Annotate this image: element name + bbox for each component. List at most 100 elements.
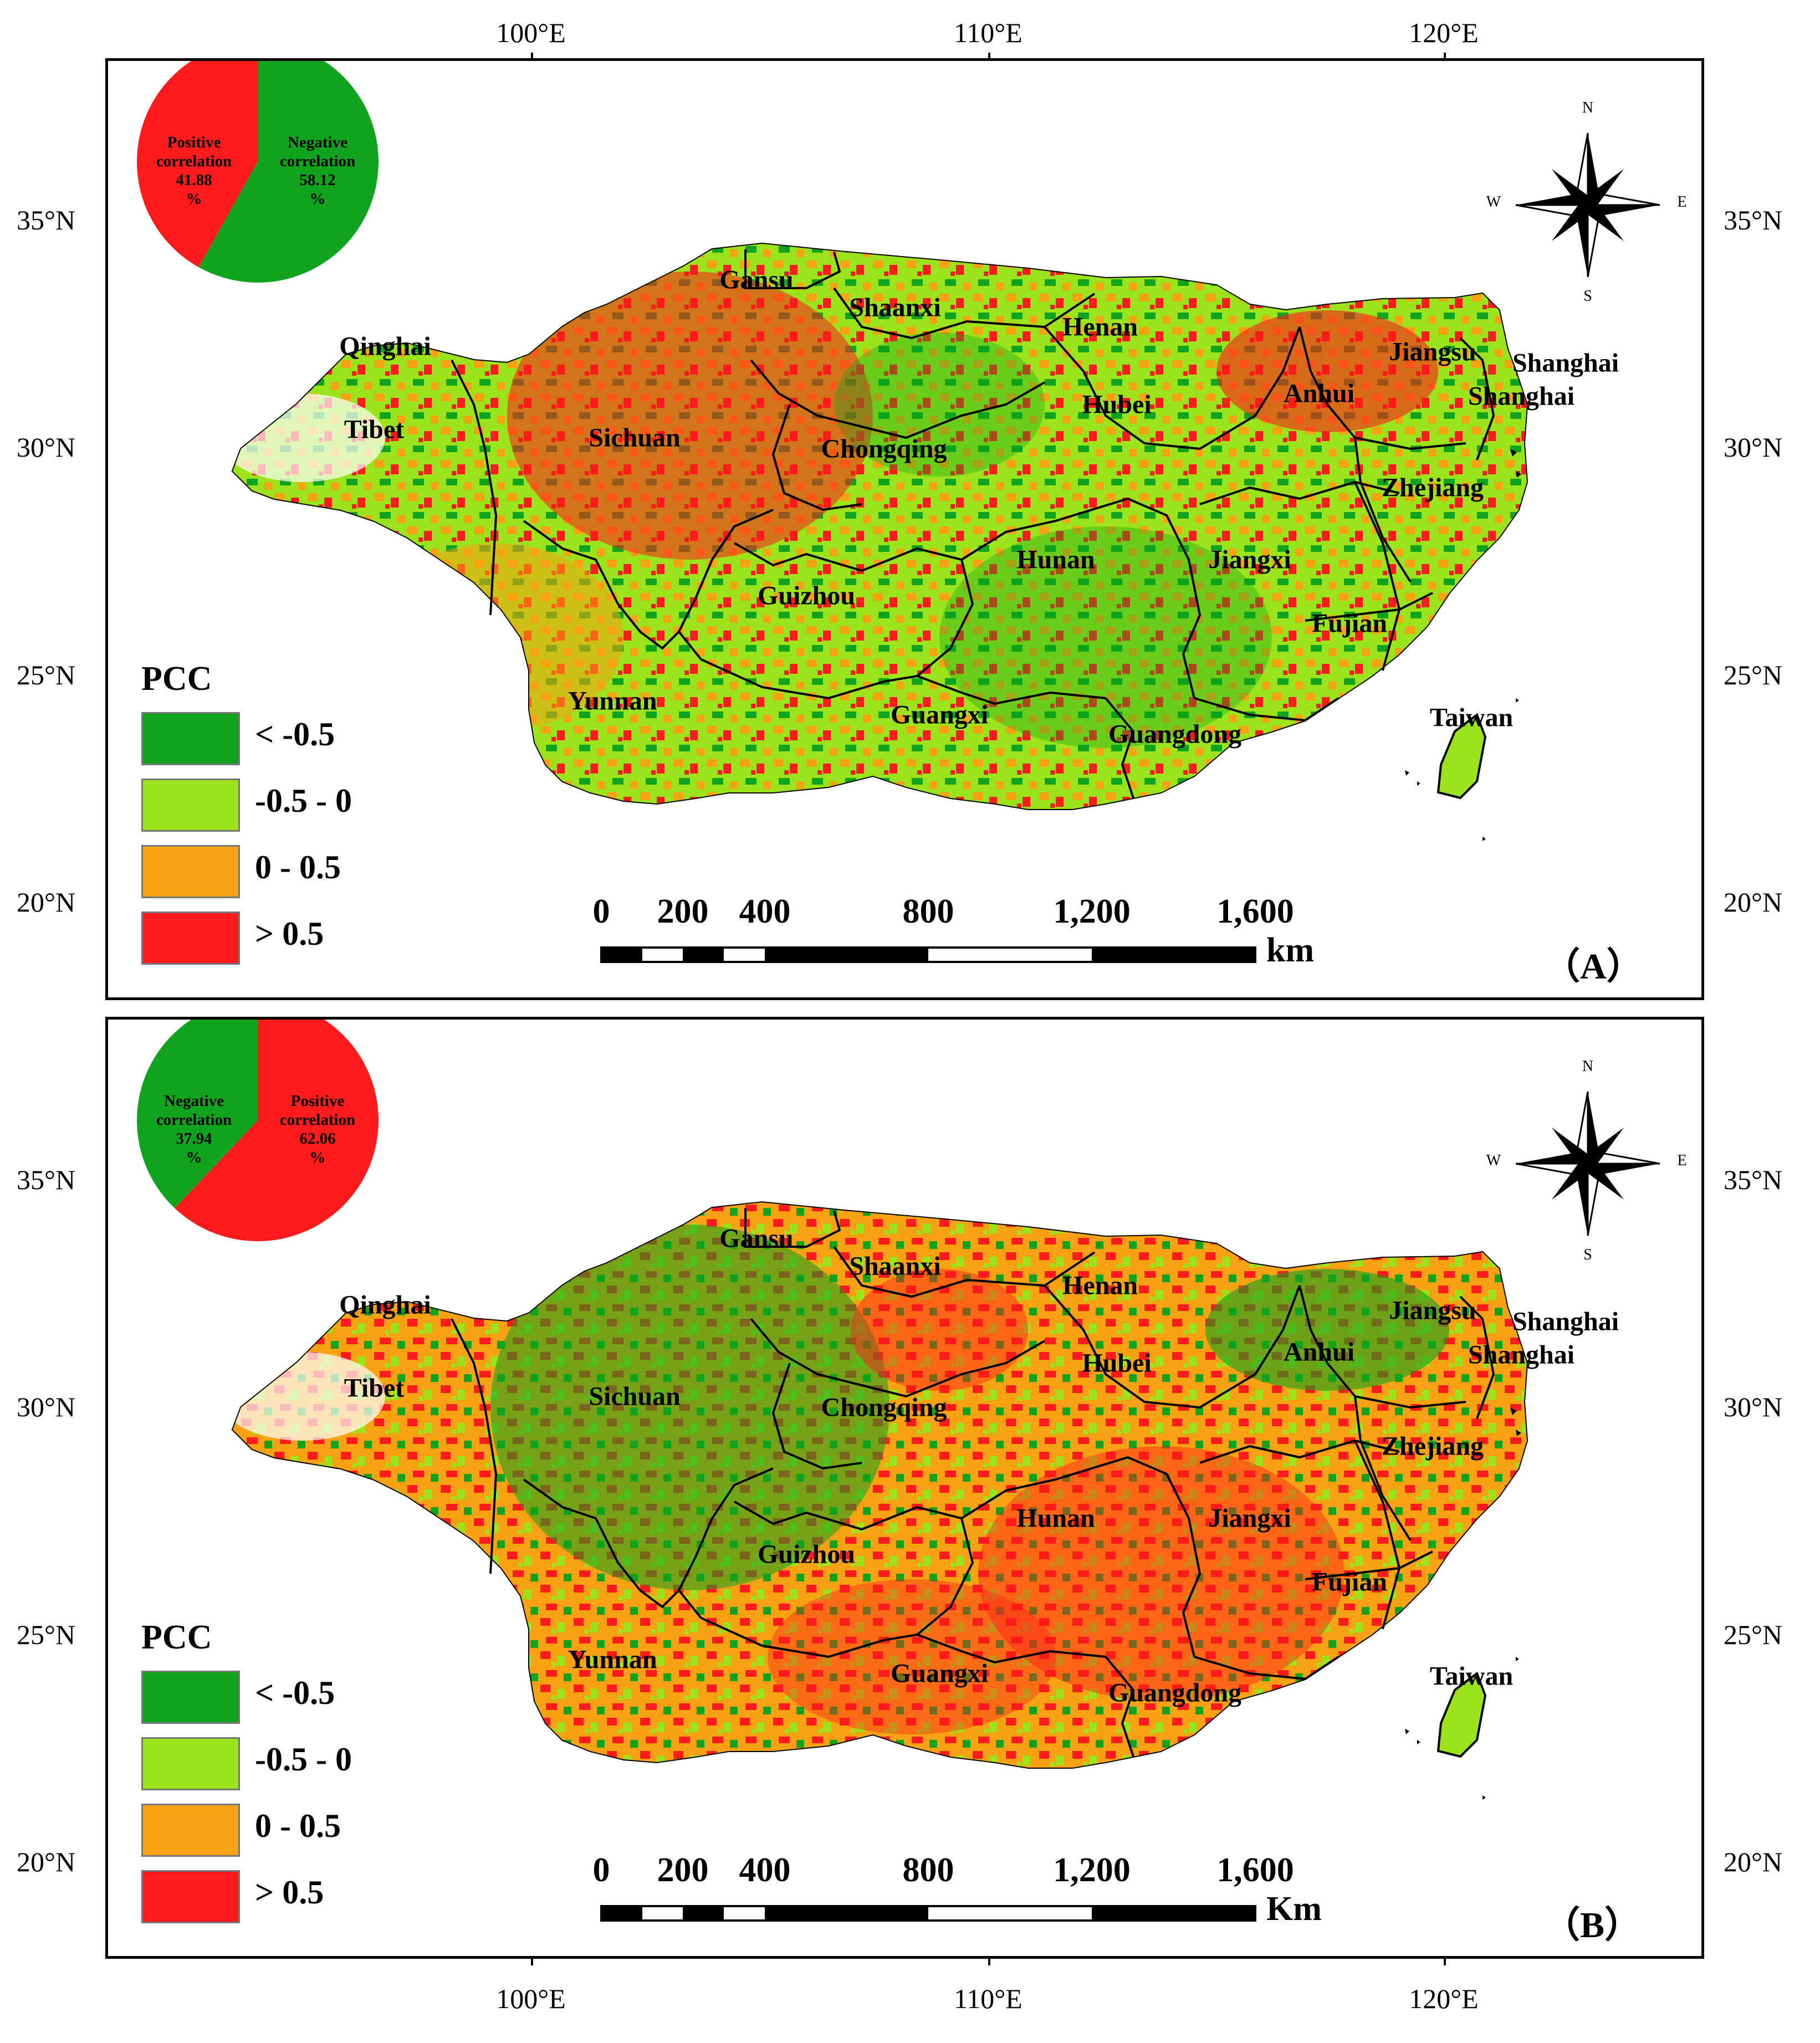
lon-label-top-120e: 120°E <box>1409 17 1479 48</box>
legend-b-swatch-0 <box>141 1671 240 1724</box>
province-label-a-henan: Henan <box>1062 312 1138 342</box>
province-label-a-guangxi: Guangxi <box>890 700 989 730</box>
pie-a-slice-0-unit: % <box>186 190 202 208</box>
tick-top-120e <box>1444 53 1446 59</box>
panel-a-label: （A） <box>1543 946 1643 987</box>
pie-a-slice-0-line1: Positive <box>167 134 221 151</box>
pie-chart-a <box>137 61 379 283</box>
pie-a-slice-0-value: 41.88 <box>176 171 212 189</box>
taiwan-island-b <box>1436 1671 1487 1758</box>
legend-b-swatch-2 <box>141 1804 240 1857</box>
scale-b-tick-2: 400 <box>739 1851 791 1889</box>
province-label-b-guangdong: Guangdong <box>1108 1678 1242 1708</box>
province-label-a-shanghai-2: Shanghai <box>1468 381 1575 411</box>
compass-rose-a <box>1515 132 1660 278</box>
province-label-a-shaanxi: Shaanxi <box>849 293 941 322</box>
pie-b-slice-0-label: Negative correlation 37.94 % <box>156 1092 232 1167</box>
lon-label-top-110e: 110°E <box>954 17 1023 48</box>
lat-label-b-right-30n: 30°N <box>1724 1391 1783 1422</box>
scale-a-unit: km <box>1266 931 1315 969</box>
lat-label-a-right-20n: 20°N <box>1724 887 1783 918</box>
scale-a-tick-1: 200 <box>657 893 709 930</box>
tick-bottom-120e <box>1444 1959 1446 1965</box>
lat-label-b-left-20n: 20°N <box>17 1846 76 1877</box>
lon-label-bottom-110e: 110°E <box>954 1983 1023 2014</box>
scale-a-tick-2: 400 <box>739 893 791 930</box>
legend-a-title: PCC <box>141 660 212 698</box>
lat-label-a-right-25n: 25°N <box>1724 659 1783 690</box>
province-label-b-yunnan: Yunnan <box>568 1645 657 1675</box>
province-label-b-qinghai: Qinghai <box>339 1290 431 1320</box>
pie-slice-pie-a-1 <box>198 61 379 283</box>
legend-b-label-0: < -0.5 <box>255 1675 335 1711</box>
lon-label-bottom-120e: 120°E <box>1409 1983 1479 2014</box>
pie-slice-pie-a-0 <box>137 61 258 268</box>
pie-b-slice-1-label: Positive correlation 62.06 % <box>280 1092 355 1167</box>
legend-a-swatch-1 <box>141 779 240 832</box>
pie-chart-b <box>137 1020 379 1241</box>
province-label-a-yunnan: Yunnan <box>568 686 657 716</box>
tick-top-110e <box>988 53 990 59</box>
legend-a-label-3: > 0.5 <box>255 915 324 952</box>
province-label-a-anhui: Anhui <box>1283 378 1355 408</box>
tick-bottom-110e <box>988 1959 990 1965</box>
scale-b-tick-3: 800 <box>902 1851 954 1889</box>
pie-a-slice-0-label: Positive correlation 41.88 % <box>156 133 232 208</box>
legend-a-swatch-2 <box>141 845 240 898</box>
province-label-a-sichuan: Sichuan <box>589 423 681 453</box>
legend-a-label-1: -0.5 - 0 <box>255 782 352 819</box>
pie-a-slice-0-line2: correlation <box>156 152 232 170</box>
province-label-b-shaanxi: Shaanxi <box>849 1251 941 1281</box>
lat-label-a-right-35n: 35°N <box>1724 204 1783 235</box>
pie-a-slice-1-unit: % <box>309 190 326 208</box>
pie-b-slice-1-line2: correlation <box>279 1111 356 1129</box>
province-label-b-guizhou: Guizhou <box>757 1539 856 1569</box>
province-label-a-hunan: Hunan <box>1016 545 1095 575</box>
province-borders-a <box>451 249 1495 798</box>
pie-b-slice-0-line1: Negative <box>164 1092 224 1110</box>
province-label-b-sichuan: Sichuan <box>589 1381 681 1411</box>
compass-b-s: S <box>1583 1246 1592 1263</box>
compass-b-e: E <box>1677 1152 1687 1169</box>
compass-b-w: W <box>1486 1152 1501 1169</box>
compass-a-n: N <box>1582 99 1594 116</box>
lat-label-a-left-25n: 25°N <box>17 659 76 690</box>
legend-a-label-0: < -0.5 <box>255 716 335 752</box>
province-label-b-hunan: Hunan <box>1016 1503 1095 1533</box>
province-label-a-guizhou: Guizhou <box>757 581 856 611</box>
scale-b-tick-4: 1,200 <box>1053 1851 1131 1889</box>
compass-b-n: N <box>1582 1058 1594 1075</box>
scale-bar-b <box>600 1905 1256 1922</box>
map-svg-a <box>137 61 1660 963</box>
panel-b-label: （B） <box>1543 1905 1642 1945</box>
legend-b-swatch-3 <box>141 1870 240 1923</box>
province-label-a-fujian: Fujian <box>1311 608 1388 638</box>
taiwan-island-a <box>1436 713 1487 800</box>
lat-label-a-right-30n: 30°N <box>1724 432 1783 463</box>
legend-b-title: PCC <box>141 1619 212 1656</box>
province-label-b-taiwan: Taiwan <box>1429 1661 1514 1691</box>
province-label-a-tibet: Tibet <box>344 414 405 444</box>
scale-b-tick-1: 200 <box>657 1851 709 1889</box>
lat-label-a-left-35n: 35°N <box>17 204 76 235</box>
lat-label-b-left-30n: 30°N <box>17 1391 76 1422</box>
tick-bottom-100e <box>531 1959 533 1965</box>
legend-a-swatch-0 <box>141 712 240 765</box>
pie-a-slice-1-line2: correlation <box>279 152 356 170</box>
province-borders-b <box>451 1208 1495 1757</box>
lat-label-a-left-30n: 30°N <box>17 432 76 463</box>
pie-b-slice-0-value: 37.94 <box>176 1130 212 1148</box>
lat-label-b-right-35n: 35°N <box>1724 1164 1783 1195</box>
province-label-a-shanghai: Shanghai <box>1512 348 1619 378</box>
scale-b-tick-5: 1,600 <box>1216 1851 1294 1889</box>
province-label-b-anhui: Anhui <box>1283 1337 1355 1367</box>
map-panel-b: Negative correlation 37.94 % Positive co… <box>105 1017 1704 1959</box>
pie-a-slice-1-label: Negative correlation 58.12 % <box>280 133 355 208</box>
province-label-a-chongqing: Chongqing <box>821 434 947 464</box>
province-label-a-guangdong: Guangdong <box>1108 719 1242 749</box>
scale-a-tick-4: 1,200 <box>1053 893 1131 930</box>
map-panel-a: Positive correlation 41.88 % Negative co… <box>105 58 1704 1000</box>
pie-b-slice-1-value: 62.06 <box>299 1130 336 1148</box>
lon-label-top-100e: 100°E <box>496 17 566 48</box>
scale-a-tick-3: 800 <box>902 893 954 930</box>
